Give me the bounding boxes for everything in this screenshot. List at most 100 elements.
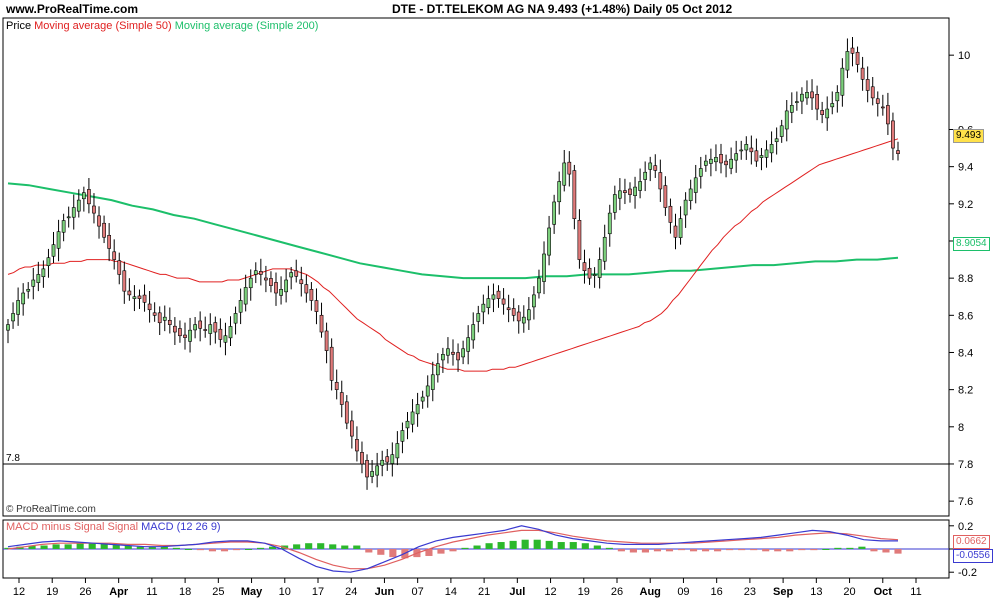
candle-body <box>714 157 718 163</box>
macd-histogram-bar <box>533 539 541 549</box>
candle-body <box>198 320 203 329</box>
macd-histogram-bar <box>605 547 613 549</box>
candle-body <box>107 235 111 249</box>
macd-histogram-bar <box>293 544 301 549</box>
macd-histogram-bar <box>305 543 313 549</box>
date-tick-label: 10 <box>279 586 291 598</box>
macd-histogram-bar <box>798 549 806 551</box>
macd-histogram-bar <box>774 549 782 552</box>
candle-body <box>805 92 809 99</box>
ma200-price-tag: 8.9054 <box>953 237 990 251</box>
candle-body <box>870 86 875 99</box>
candle-body <box>410 411 415 425</box>
candle-body <box>855 51 860 65</box>
candle-body <box>896 150 900 154</box>
date-tick-label: 11 <box>910 586 921 598</box>
macd-histogram-bar <box>172 547 180 549</box>
macd-histogram-bar <box>244 549 253 550</box>
macd-histogram-bar <box>136 546 144 549</box>
chart-title: DTE - DT.TELEKOM AG NA 9.493 (+1.48%) Da… <box>392 2 733 16</box>
candle-body <box>618 190 622 199</box>
candle-body <box>238 300 243 313</box>
candle-body <box>865 79 870 91</box>
candle-body <box>688 188 693 202</box>
macd-histogram-bar <box>88 543 96 549</box>
candle-body <box>729 158 733 169</box>
candle-body <box>516 311 521 322</box>
candle-body <box>526 309 531 321</box>
price-panel-frame <box>2 17 950 517</box>
candle-body <box>638 181 642 191</box>
candle-body <box>127 290 132 296</box>
candle-body <box>350 420 354 437</box>
price-tick-label: 10 <box>958 50 970 62</box>
candle-body <box>329 346 334 381</box>
candle-body <box>193 324 197 331</box>
candle-body <box>248 277 253 289</box>
candle-body <box>269 278 273 286</box>
candle-body <box>6 324 10 331</box>
date-tick-label: 26 <box>79 586 91 598</box>
macd-value-tag: 0.0662 <box>953 535 990 549</box>
macd-histogram-bar <box>449 549 457 552</box>
macd-histogram-bar <box>329 544 337 549</box>
date-tick-label: 11 <box>146 586 157 598</box>
date-tick-label: Jun <box>375 586 395 598</box>
candle-body <box>339 392 344 405</box>
macd-histogram-bar <box>497 542 505 549</box>
candle-body <box>324 330 329 351</box>
candle-body <box>542 253 546 282</box>
candle-body <box>142 294 147 303</box>
macd-histogram-bar <box>810 549 818 551</box>
candle-body <box>693 177 698 193</box>
candle-body <box>860 67 865 80</box>
candle-body <box>274 282 278 294</box>
candle-body <box>875 98 880 104</box>
watermark: © ProRealTime.com <box>6 504 96 515</box>
macd-histogram-bar <box>569 542 577 549</box>
price-legend: Price Moving average (Simple 50) Moving … <box>6 20 318 32</box>
macd-histogram-bar <box>124 545 132 549</box>
macd-histogram-bar <box>485 543 493 549</box>
macd-histogram-bar <box>184 549 192 550</box>
macd-histogram-bar <box>870 549 878 552</box>
price-tick-label: 7.8 <box>958 459 973 471</box>
candle-body <box>719 154 723 164</box>
macd-histogram-bar <box>257 547 265 549</box>
candle-body <box>92 205 96 214</box>
legend-ma200: Moving average (Simple 200) <box>174 20 319 32</box>
legend-price: Price <box>6 20 32 32</box>
candle-body <box>835 92 840 102</box>
date-tick-label: 12 <box>13 586 25 598</box>
macd-histogram-bar <box>377 549 385 555</box>
candle-body <box>365 460 369 478</box>
candle-body <box>117 260 122 275</box>
candle-body <box>784 110 789 130</box>
candle-body <box>46 257 51 266</box>
price-axis: 109.69.49.298.88.68.48.287.87.6 <box>949 50 973 508</box>
price-tick-label: 9.2 <box>958 199 973 211</box>
candle-body <box>461 348 465 358</box>
date-tick-label: 18 <box>179 586 191 598</box>
macd-histogram-bar <box>100 543 108 549</box>
date-tick-label: 13 <box>810 586 822 598</box>
candle-body <box>830 103 835 108</box>
macd-histogram-bar <box>581 543 589 549</box>
macd-histogram-bar <box>76 543 84 549</box>
candle-body <box>658 172 663 190</box>
candle-body <box>405 420 410 429</box>
candle-body <box>891 120 895 149</box>
macd-histogram-bar <box>665 549 674 552</box>
candle-body <box>112 251 117 260</box>
date-tick-label: Sep <box>773 586 793 598</box>
candle-body <box>61 220 66 233</box>
candle-body <box>218 328 223 340</box>
candle-body <box>769 144 774 154</box>
candle-body <box>481 303 486 313</box>
macd-histogram-bar <box>425 549 433 556</box>
macd-histogram-bar <box>196 549 204 551</box>
candle-body <box>840 67 845 96</box>
candle-body <box>26 288 31 292</box>
date-tick-label: May <box>241 586 263 598</box>
